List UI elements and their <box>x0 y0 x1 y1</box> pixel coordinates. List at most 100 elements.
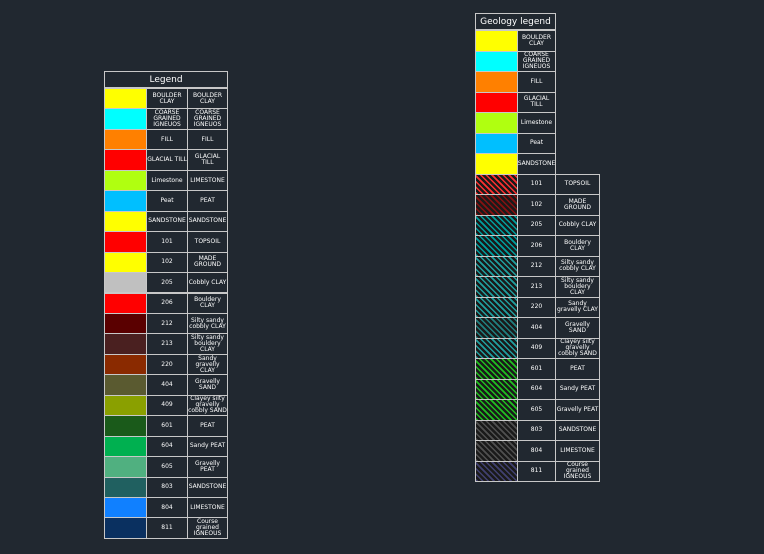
label-cell: Limestone <box>146 169 188 192</box>
swatch <box>104 415 147 437</box>
description-cell: TOPSOIL <box>187 231 228 253</box>
description-cell: BOULDER CLAY <box>187 88 228 110</box>
label-cell: SANDSTONE <box>146 210 188 233</box>
description-cell: Cobbly CLAY <box>555 214 600 236</box>
label-cell: BOULDER CLAY <box>146 88 188 110</box>
description-cell: TOPSOIL <box>555 173 600 195</box>
label-cell: GLACIAL TILL <box>517 91 556 113</box>
description-cell: Gravelly SAND <box>187 374 228 396</box>
swatch <box>475 460 518 482</box>
label-cell: 206 <box>146 292 188 314</box>
description-cell: Bouldery CLAY <box>187 292 228 314</box>
description-cell: Clayey silty gravelly cobbly SAND <box>187 394 228 417</box>
swatch <box>475 440 518 462</box>
description-cell: Sandy PEAT <box>187 435 228 458</box>
label-cell: BOULDER CLAY <box>517 30 556 52</box>
label-cell: Peat <box>146 190 188 212</box>
swatch <box>475 276 518 298</box>
swatch <box>475 296 518 318</box>
label-cell: FILL <box>146 128 188 151</box>
label-cell: 220 <box>146 353 188 376</box>
description-cell: Course grained IGNEOUS <box>555 460 600 482</box>
label-cell: 212 <box>146 312 188 335</box>
description-cell: Gravelly PEAT <box>555 399 600 421</box>
swatch <box>104 169 147 192</box>
description-cell: Cobbly CLAY <box>187 272 228 294</box>
label-cell: 811 <box>146 517 188 539</box>
label-cell: 205 <box>146 272 188 294</box>
swatch <box>104 456 147 478</box>
description-cell: PEAT <box>187 415 228 437</box>
swatch <box>475 71 518 93</box>
description-cell: Course grained IGNEOUS <box>187 517 228 539</box>
label-cell: COARSE GRAINED IGNEUOS <box>146 108 188 130</box>
description-cell: SANDSTONE <box>555 419 600 441</box>
label-cell: COARSE GRAINED IGNEUOS <box>517 50 556 72</box>
description-cell: LIMESTONE <box>187 497 228 519</box>
swatch <box>104 272 147 294</box>
label-cell: 811 <box>517 460 556 482</box>
swatch <box>475 194 518 216</box>
swatch <box>104 374 147 396</box>
label-cell: 212 <box>517 255 556 277</box>
swatch <box>475 337 518 359</box>
legend-title: Geology legend <box>475 13 556 30</box>
description-cell: Silty sandy bouldery CLAY <box>555 276 600 298</box>
description-cell: Silty sandy cobbly CLAY <box>187 312 228 335</box>
swatch <box>475 399 518 421</box>
label-cell: 205 <box>517 214 556 236</box>
swatch <box>475 214 518 236</box>
swatch <box>475 50 518 72</box>
swatch <box>475 132 518 154</box>
swatch <box>475 358 518 380</box>
label-cell: 804 <box>146 497 188 519</box>
label-cell: Limestone <box>517 112 556 134</box>
swatch <box>104 333 147 355</box>
swatch <box>104 353 147 376</box>
label-cell: 213 <box>517 276 556 298</box>
label-cell: 206 <box>517 235 556 257</box>
swatch <box>104 251 147 274</box>
swatch <box>475 153 518 175</box>
description-cell: LIMESTONE <box>187 169 228 192</box>
swatch <box>104 190 147 212</box>
label-cell: 605 <box>517 399 556 421</box>
swatch <box>475 235 518 257</box>
swatch <box>104 88 147 110</box>
swatch <box>104 128 147 151</box>
swatch <box>475 255 518 277</box>
swatch <box>104 476 147 498</box>
label-cell: Peat <box>517 132 556 154</box>
label-cell: 102 <box>517 194 556 216</box>
swatch <box>475 317 518 339</box>
legend-title: Legend <box>104 71 228 88</box>
label-cell: 604 <box>146 435 188 458</box>
label-cell: 409 <box>517 337 556 359</box>
description-cell: PEAT <box>555 358 600 380</box>
label-cell: 604 <box>517 378 556 400</box>
label-cell: 804 <box>517 440 556 462</box>
swatch <box>104 497 147 519</box>
description-cell: Silty sandy cobbly CLAY <box>555 255 600 277</box>
label-cell: 605 <box>146 456 188 478</box>
swatch <box>475 91 518 113</box>
swatch <box>104 108 147 130</box>
description-cell: SANDSTONE <box>187 210 228 233</box>
swatch <box>475 419 518 441</box>
label-cell: 409 <box>146 394 188 417</box>
swatch <box>104 312 147 335</box>
description-cell: Clayey silty gravelly cobbly SAND <box>555 337 600 359</box>
swatch <box>104 292 147 314</box>
swatch <box>104 394 147 417</box>
description-cell: SANDSTONE <box>187 476 228 498</box>
description-cell: COARSE GRAINED IGNEUOS <box>187 108 228 130</box>
description-cell: Gravelly PEAT <box>187 456 228 478</box>
swatch <box>104 435 147 458</box>
description-cell: Sandy gravelly CLAY <box>555 296 600 318</box>
description-cell: FILL <box>187 128 228 151</box>
swatch <box>104 210 147 233</box>
label-cell: 213 <box>146 333 188 355</box>
swatch <box>104 149 147 171</box>
label-cell: 102 <box>146 251 188 274</box>
swatch <box>475 30 518 52</box>
